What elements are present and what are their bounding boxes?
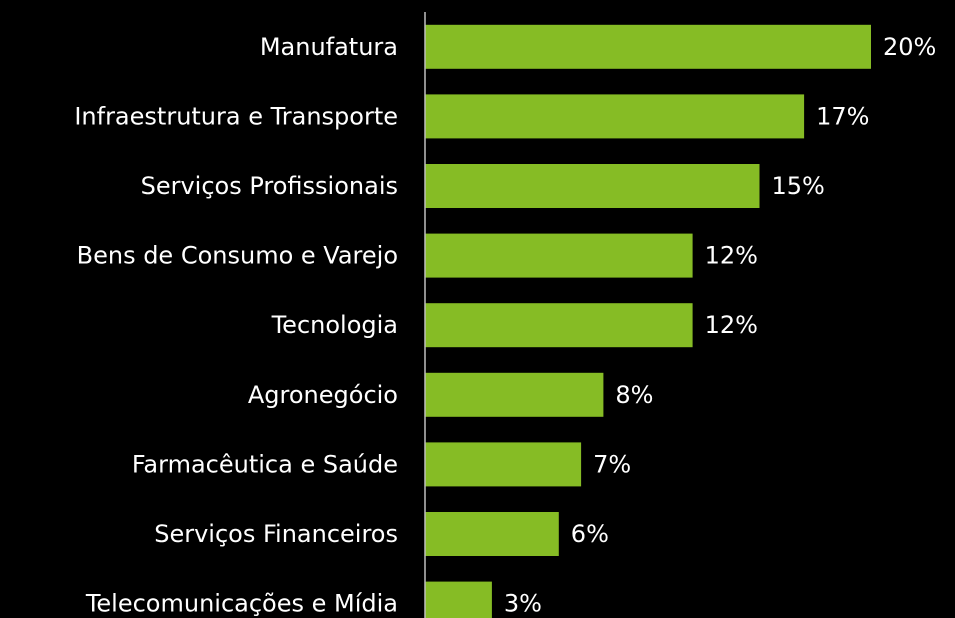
bar xyxy=(425,303,693,348)
bar xyxy=(425,512,559,556)
y-tick-label: Telecomunicações e Mídia xyxy=(85,590,398,618)
value-label: 15% xyxy=(772,172,825,200)
y-tick-label: Bens de Consumo e Varejo xyxy=(77,242,398,270)
bar xyxy=(425,442,582,487)
value-label: 6% xyxy=(571,520,609,548)
value-label: 3% xyxy=(504,590,542,618)
value-label: 8% xyxy=(615,381,653,409)
bar xyxy=(425,94,805,139)
value-label: 12% xyxy=(705,242,758,270)
y-tick-label: Farmacêutica e Saúde xyxy=(132,450,398,478)
value-label: 12% xyxy=(705,311,758,339)
y-tick-label: Infraestrutura e Transporte xyxy=(74,102,398,130)
bar xyxy=(425,581,492,618)
y-tick-label: Serviços Profissionais xyxy=(141,172,398,200)
bar xyxy=(425,24,871,69)
value-label: 20% xyxy=(883,33,936,61)
value-label: 7% xyxy=(593,450,631,478)
bar xyxy=(425,233,693,278)
bar xyxy=(425,372,604,417)
y-tick-label: Tecnologia xyxy=(271,311,398,339)
y-tick-label: Serviços Financeiros xyxy=(154,520,398,548)
y-tick-label: Agronegócio xyxy=(248,381,398,409)
y-tick-label: Manufatura xyxy=(260,33,398,61)
bar xyxy=(425,164,760,208)
value-label: 17% xyxy=(816,102,869,130)
